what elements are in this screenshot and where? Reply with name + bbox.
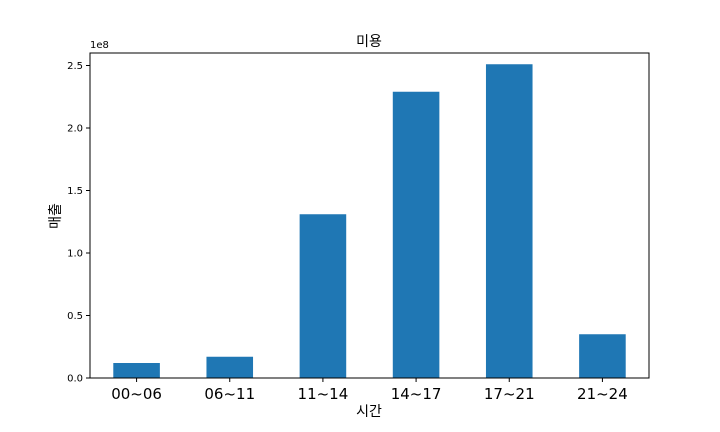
bar-06~11 [206, 356, 254, 378]
plot-frame [89, 52, 650, 379]
bar-00~06 [113, 363, 160, 378]
bar-11~14 [299, 214, 347, 378]
bar-14~17 [392, 91, 440, 378]
y-axis-title: 매출 [48, 203, 64, 229]
x-tick-label: 00~06 [111, 385, 162, 403]
y-axis-ticks: 0.0 0.5 1.0 1.5 2.0 2.5 [67, 61, 90, 385]
bars-group [113, 64, 626, 378]
y-axis-offset-label: 1e8 [90, 40, 109, 51]
y-tick-label: 1.5 [67, 186, 83, 197]
y-tick-label: 0.5 [67, 311, 83, 322]
y-tick-label: 2.0 [67, 124, 83, 135]
y-tick-label: 1.0 [67, 249, 83, 260]
x-tick-label: 11~14 [298, 385, 349, 403]
bar-17~21 [485, 64, 533, 378]
x-tick-label: 21~24 [577, 385, 628, 403]
y-tick-label: 0.0 [67, 374, 83, 385]
chart-title: 미용 [356, 34, 382, 50]
x-axis-title: 시간 [356, 404, 382, 420]
x-tick-label: 17~21 [484, 385, 535, 403]
y-tick-label: 2.5 [67, 61, 83, 72]
x-axis-ticks: 00~06 06~11 11~14 14~17 17~21 21~24 [111, 378, 628, 403]
x-tick-label: 14~17 [391, 385, 442, 403]
bar-21~24 [579, 334, 626, 378]
x-tick-label: 06~11 [204, 385, 255, 403]
